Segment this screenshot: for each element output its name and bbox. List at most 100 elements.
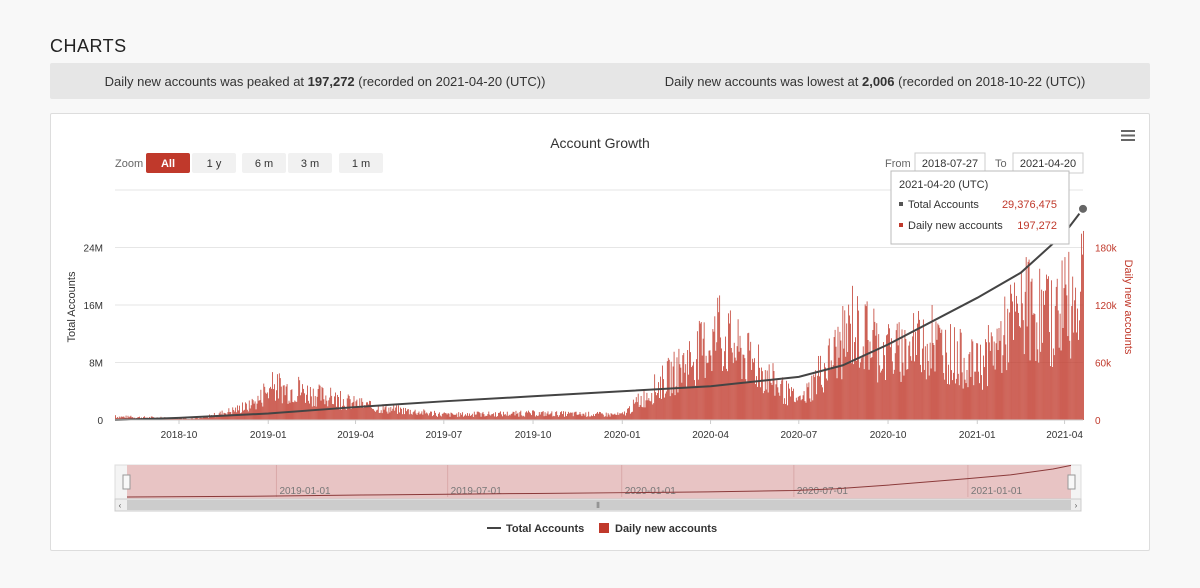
navigator[interactable]: 2019-01-01 2019-07-01 2020-01-01 2020-07-01… xyxy=(114,464,1082,512)
daily-bar xyxy=(1041,289,1043,420)
daily-bar xyxy=(343,405,345,420)
daily-bar xyxy=(572,416,574,420)
daily-bar xyxy=(315,406,317,420)
daily-bar xyxy=(277,398,279,420)
daily-bar xyxy=(895,330,897,420)
chart-menu-icon[interactable] xyxy=(1119,128,1137,146)
legend-item-total[interactable]: Total Accounts xyxy=(487,523,584,535)
daily-bar xyxy=(776,380,778,420)
daily-bar xyxy=(449,416,451,420)
tooltip-total-label: Total Accounts xyxy=(908,199,979,211)
daily-bar xyxy=(718,312,720,420)
daily-bar xyxy=(813,374,815,420)
daily-bar xyxy=(898,322,900,420)
daily-bar xyxy=(385,404,387,420)
daily-bar xyxy=(547,411,549,420)
peak-suffix: (recorded on 2021-04-20 (UTC)) xyxy=(354,73,546,89)
daily-bar xyxy=(559,415,561,420)
zoom-button-3m[interactable]: 3 m xyxy=(288,153,332,173)
daily-bar xyxy=(552,416,554,420)
daily-bar xyxy=(265,392,267,420)
daily-bar xyxy=(892,373,894,420)
account-growth-chart: Account Growth Zoom All 1 y 6 m 3 m 1 m From… xyxy=(66,128,1137,535)
daily-bar xyxy=(175,418,176,420)
daily-bar xyxy=(846,323,848,420)
daily-bar xyxy=(479,413,481,420)
daily-bar xyxy=(485,415,487,420)
daily-bar xyxy=(750,341,752,420)
daily-bar xyxy=(514,415,516,420)
daily-bar xyxy=(556,411,558,420)
daily-bar xyxy=(609,416,611,420)
daily-bar xyxy=(429,413,431,420)
daily-bar xyxy=(686,386,688,420)
zoom-button-6m[interactable]: 6 m xyxy=(242,153,286,173)
daily-bar xyxy=(760,387,761,420)
daily-bar xyxy=(999,340,1001,420)
daily-bar xyxy=(774,395,776,420)
daily-bar xyxy=(913,313,915,420)
daily-bar xyxy=(495,412,496,420)
daily-bar xyxy=(369,400,370,420)
to-input[interactable]: 2021-04-20 xyxy=(1020,158,1076,170)
daily-bar xyxy=(555,411,557,420)
daily-bar xyxy=(684,372,686,420)
daily-bar xyxy=(853,364,854,420)
daily-bar xyxy=(1031,278,1033,420)
daily-bar xyxy=(616,414,618,420)
daily-bar xyxy=(382,404,384,420)
daily-bar xyxy=(486,415,488,420)
navigator-right-handle[interactable] xyxy=(1067,474,1076,490)
daily-bar xyxy=(887,334,888,420)
daily-bar xyxy=(619,413,621,420)
daily-bar xyxy=(421,411,423,420)
daily-bar xyxy=(666,361,668,420)
daily-bar xyxy=(519,412,521,420)
daily-bar xyxy=(1057,310,1059,420)
daily-bar xyxy=(378,413,380,420)
daily-bar xyxy=(824,367,826,420)
daily-bar xyxy=(640,395,642,420)
daily-bar xyxy=(918,310,919,420)
daily-bar xyxy=(748,332,750,420)
daily-bar xyxy=(814,377,816,420)
daily-bar xyxy=(921,348,923,420)
scroll-right-arrow-icon[interactable]: › xyxy=(1075,501,1078,510)
daily-bar xyxy=(1016,295,1017,420)
daily-bar xyxy=(332,403,334,420)
daily-bar xyxy=(797,396,799,420)
daily-bar xyxy=(226,415,228,420)
navigator-scrollbar-thumb[interactable] xyxy=(127,500,1071,510)
daily-bar xyxy=(1008,362,1010,420)
daily-bar xyxy=(534,411,535,420)
zoom-button-1y[interactable]: 1 y xyxy=(192,153,236,173)
zoom-button-1m[interactable]: 1 m xyxy=(339,153,383,173)
daily-bar xyxy=(440,416,442,420)
daily-bar xyxy=(1037,349,1039,420)
daily-bar xyxy=(433,415,434,420)
daily-bar xyxy=(215,416,217,420)
daily-bar xyxy=(633,403,635,420)
daily-bar xyxy=(240,413,241,420)
daily-bar xyxy=(926,343,928,420)
daily-bar xyxy=(339,409,340,420)
daily-bar xyxy=(683,352,685,420)
scroll-left-arrow-icon[interactable]: ‹ xyxy=(119,501,122,510)
from-input[interactable]: 2018-07-27 xyxy=(922,158,978,170)
daily-bar xyxy=(363,407,365,420)
daily-bar xyxy=(611,413,613,420)
daily-bar xyxy=(321,386,323,420)
daily-bar xyxy=(659,397,660,420)
daily-bar xyxy=(1030,281,1032,420)
zoom-button-All[interactable]: All xyxy=(146,153,190,173)
daily-bar xyxy=(286,384,288,420)
daily-bar xyxy=(541,411,543,420)
navigator-left-handle[interactable] xyxy=(122,474,131,490)
daily-bar xyxy=(438,412,440,420)
legend-item-daily[interactable]: Daily new accounts xyxy=(599,523,717,535)
lowest-suffix: (recorded on 2018-10-22 (UTC)) xyxy=(894,73,1086,89)
daily-bar xyxy=(422,414,424,420)
daily-bar xyxy=(820,355,821,420)
daily-bar xyxy=(521,415,523,420)
daily-bar xyxy=(419,414,421,420)
